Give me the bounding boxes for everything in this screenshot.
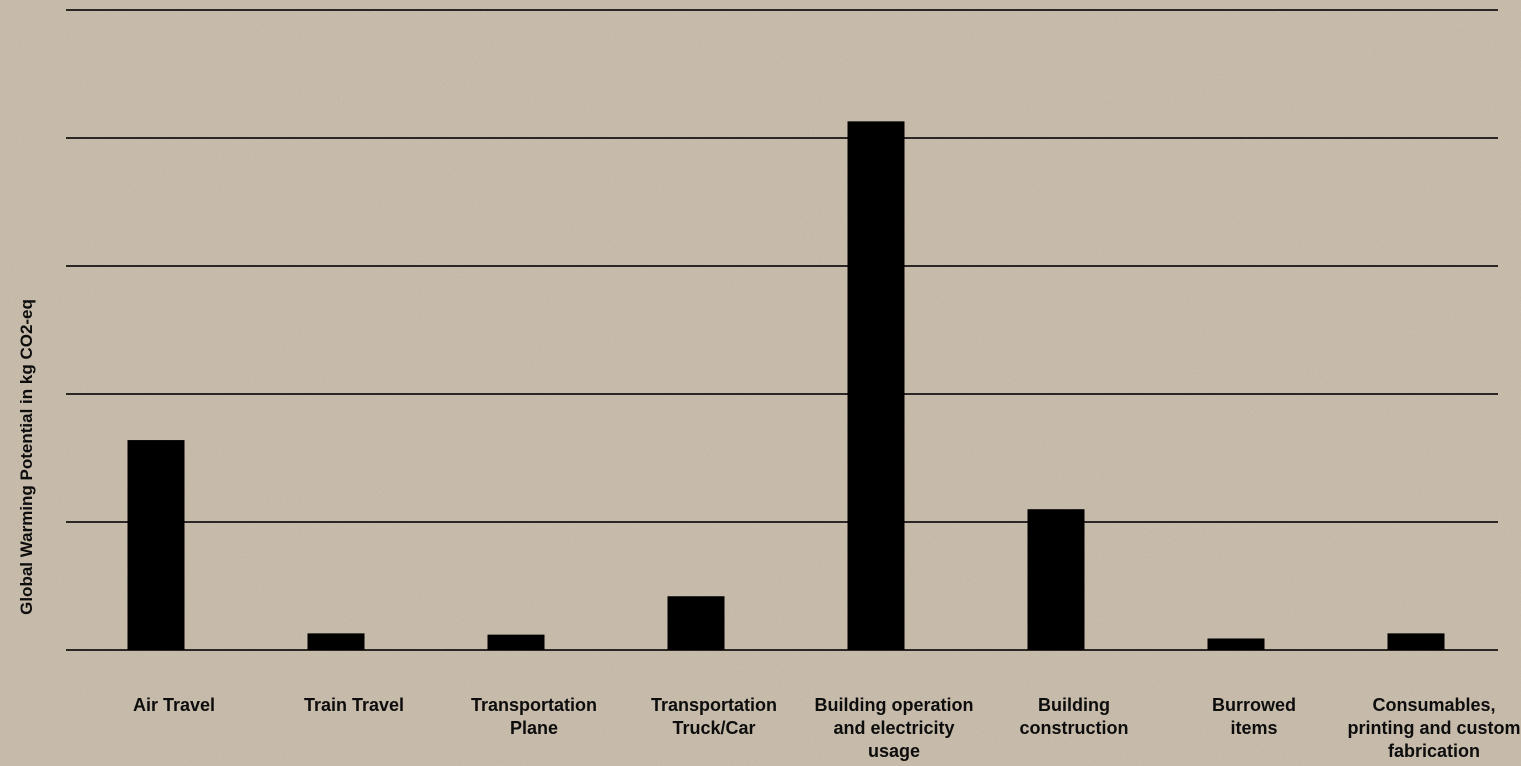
x-tick-label: Building operation and electricity usage (815, 695, 974, 761)
x-tick-label-line: printing and custom (1348, 718, 1521, 738)
bars (127, 121, 1445, 651)
bar (127, 440, 185, 650)
x-tick-label: Building construction (1019, 695, 1128, 738)
x-tick-label-line: Building (1038, 695, 1110, 715)
y-axis-label: Global Warming Potential in kg CO2-eq (17, 299, 36, 615)
x-tick-label-line: Train Travel (304, 695, 404, 715)
x-tick-label: Consumables, printing and custom fabricati… (1348, 695, 1521, 761)
x-tick-label: Train Travel (304, 695, 404, 715)
bar (847, 121, 905, 651)
x-tick-label-line: usage (868, 741, 920, 761)
bar (667, 596, 725, 650)
x-tick-label-line: and electricity (833, 718, 954, 738)
bar (1207, 638, 1265, 650)
x-tick-label-line: Building operation (815, 695, 974, 715)
x-tick-label-line: Air Travel (133, 695, 215, 715)
bar (307, 633, 365, 650)
x-tick-label: Burrowed items (1212, 695, 1296, 738)
bar (1387, 633, 1445, 650)
category-labels: Air Travel Train Travel Transportation Plan… (133, 695, 1521, 761)
x-tick-label-line: Consumables, (1372, 695, 1495, 715)
x-tick-label-line: Transportation (651, 695, 777, 715)
x-tick-label-line: Transportation (471, 695, 597, 715)
bar (1027, 509, 1085, 650)
x-tick-label-line: fabrication (1388, 741, 1480, 761)
x-tick-label-line: Plane (510, 718, 558, 738)
x-tick-label-line: items (1230, 718, 1277, 738)
x-tick-label: Transportation Plane (471, 695, 597, 738)
x-tick-label-line: Burrowed (1212, 695, 1296, 715)
bar (487, 634, 545, 650)
x-tick-label-line: Truck/Car (672, 718, 755, 738)
x-tick-label-line: construction (1019, 718, 1128, 738)
x-tick-label: Transportation Truck/Car (651, 695, 777, 738)
x-tick-label: Air Travel (133, 695, 215, 715)
